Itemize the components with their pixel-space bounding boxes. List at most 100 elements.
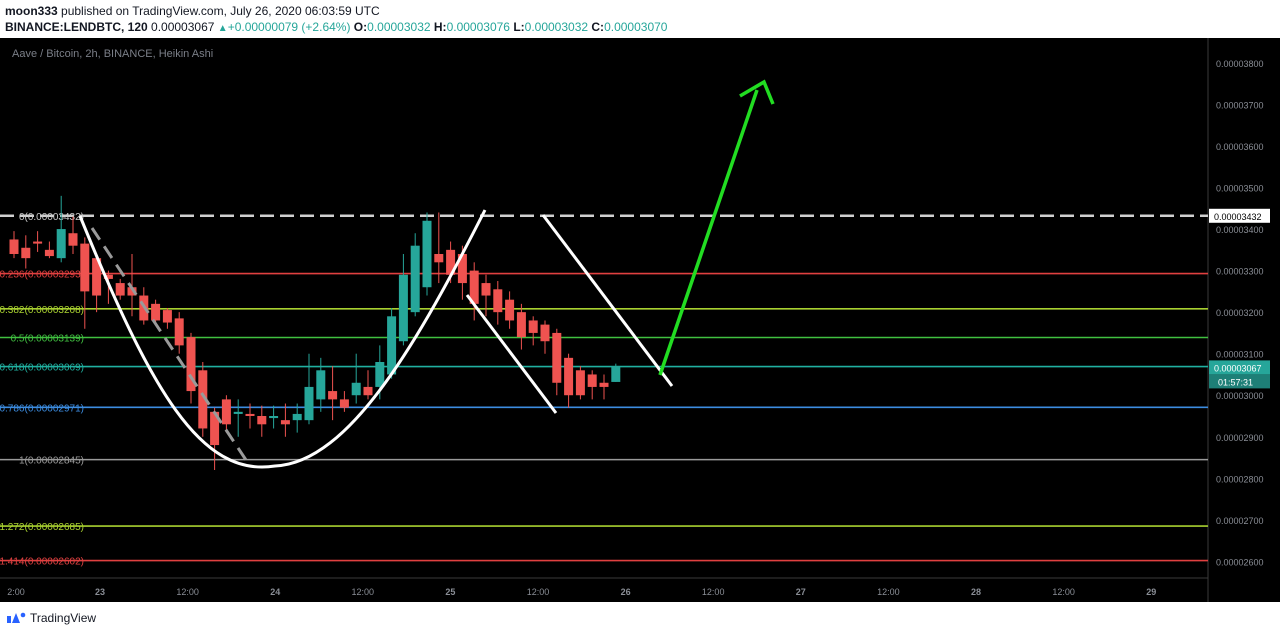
candle-body <box>221 399 231 425</box>
green-arrow-shaft[interactable] <box>658 89 759 376</box>
candle-body <box>245 413 255 416</box>
tradingview-brand[interactable]: TradingView <box>30 611 97 625</box>
candle-body <box>92 258 102 296</box>
candle-body <box>587 374 597 387</box>
price-tick-label: 0.00002800 <box>1216 474 1264 484</box>
close-label: C: <box>591 20 605 34</box>
time-tick-label: 12:00 <box>702 587 725 597</box>
fib-label-8: 1.414(0.00002602) <box>0 557 84 568</box>
candle-body <box>210 411 220 446</box>
fib-label-5: 0.786(0.00002971) <box>0 403 84 414</box>
candle-body <box>351 382 361 396</box>
time-tick-label: 2:00 <box>7 587 25 597</box>
fib-retracement[interactable]: 0(0.00003432) 0.236(0.00003293) 0.382(0.00… <box>0 212 1208 568</box>
candle-body <box>316 370 326 400</box>
candle-body <box>198 370 208 429</box>
candle-body <box>375 362 385 387</box>
price-axis[interactable]: 0.00003800 0.00003700 0.00003600 0.00003500… <box>1209 59 1270 567</box>
up-triangle-icon: ▲ <box>217 23 228 34</box>
price-tick-label: 0.00003100 <box>1216 350 1264 360</box>
candle-body <box>328 391 338 400</box>
time-tick-label: 28 <box>971 587 981 597</box>
last-price: 0.00003067 <box>151 20 215 34</box>
time-axis[interactable]: 2:00 23 12:00 24 12:00 25 12:00 26 12:00 27 12:00 2… <box>7 587 1156 597</box>
time-tick-label: 12:00 <box>352 587 375 597</box>
chart-area[interactable]: Aave / Bitcoin, 2h, BINANCE, Heikin Ashi… <box>0 38 1280 602</box>
chart-title: Aave / Bitcoin, 2h, BINANCE, Heikin Ashi <box>12 48 213 60</box>
chart-svg[interactable]: Aave / Bitcoin, 2h, BINANCE, Heikin Ashi… <box>0 38 1280 602</box>
cup-curve-drawing[interactable] <box>78 209 487 469</box>
author-name[interactable]: moon333 <box>5 4 58 18</box>
candle-body <box>339 399 349 408</box>
candle-body <box>80 243 90 292</box>
fib-label-3: 0.5(0.00003139) <box>11 333 84 344</box>
footer: TradingView <box>0 602 1280 635</box>
drawings[interactable] <box>78 79 775 469</box>
time-tick-label: 12:00 <box>527 587 550 597</box>
candle-body <box>481 283 491 296</box>
publish-line: moon333 published on TradingView.com, Ju… <box>5 4 380 18</box>
channel-lower-line[interactable] <box>465 294 558 414</box>
candle-body <box>257 416 267 425</box>
candle-body <box>174 318 184 346</box>
price-tick-label: 0.00003700 <box>1216 100 1264 110</box>
price-tick-label: 0.00002600 <box>1216 557 1264 567</box>
top-line-price-badge <box>1209 208 1270 223</box>
fib-label-0: 0(0.00003432) <box>19 212 84 223</box>
candle-body <box>21 247 31 259</box>
fib-label-2: 0.382(0.00003208) <box>0 305 84 316</box>
candle-body <box>44 249 54 257</box>
time-tick-label: 12:00 <box>1052 587 1075 597</box>
candle-body <box>363 386 373 396</box>
open-value: 0.00003032 <box>367 20 431 34</box>
channel-upper-line[interactable] <box>541 214 674 387</box>
countdown-label: 01:57:31 <box>1218 377 1253 387</box>
candle-body <box>446 249 456 275</box>
price-axis-background[interactable] <box>1208 38 1280 602</box>
price-tick-label: 0.00002900 <box>1216 433 1264 443</box>
candle-body <box>516 312 526 338</box>
candle-body <box>469 270 479 304</box>
candle-body <box>269 416 279 419</box>
symbol-label[interactable]: BINANCE:LENDBTC, 120 <box>5 20 148 34</box>
candle-body <box>304 386 314 421</box>
chart-header: moon333 published on TradingView.com, Ju… <box>0 0 1280 38</box>
time-tick-label: 24 <box>270 587 280 597</box>
price-tick-label: 0.00002700 <box>1216 516 1264 526</box>
open-label: O: <box>353 20 368 34</box>
candle-body <box>540 324 550 342</box>
candle-body <box>505 299 515 321</box>
candle-body <box>68 233 78 246</box>
time-tick-label: 23 <box>95 587 105 597</box>
candle-body <box>434 254 444 263</box>
price-tick-label: 0.00003300 <box>1216 267 1264 277</box>
candle-body <box>575 370 585 396</box>
close-value: 0.00003070 <box>604 20 668 34</box>
price-tick-label: 0.00003400 <box>1216 225 1264 235</box>
current-price-label: 0.00003067 <box>1214 363 1262 373</box>
tradingview-logo-icon[interactable] <box>6 610 26 624</box>
dashed-trend-drawing[interactable] <box>90 227 252 467</box>
low-label: L: <box>513 20 525 34</box>
published-text: published on TradingView.com, July 26, 2… <box>61 4 380 18</box>
candle-body <box>186 337 196 392</box>
candle-body <box>127 287 137 296</box>
candle-body <box>398 274 408 342</box>
price-tick-label: 0.00003600 <box>1216 142 1264 152</box>
fib-label-6: 1(0.00002845) <box>19 456 84 467</box>
candle-body <box>292 413 302 421</box>
symbol-line: BINANCE:LENDBTC, 120 0.00003067 ▲+0.0000… <box>5 20 667 34</box>
time-tick-label: 27 <box>796 587 806 597</box>
time-tick-label: 12:00 <box>176 587 199 597</box>
fib-label-4: 0.618(0.00003069) <box>0 363 84 374</box>
price-tick-label: 0.00003000 <box>1216 391 1264 401</box>
candle-body <box>56 229 66 259</box>
low-value: 0.00003032 <box>524 20 589 34</box>
candle-body <box>387 316 397 375</box>
candle-body <box>457 254 467 284</box>
candle-body <box>410 245 420 313</box>
candle-body <box>103 274 113 279</box>
green-arrow-head-icon[interactable] <box>739 79 775 105</box>
high-value: 0.00003076 <box>446 20 510 34</box>
top-line-price-label: 0.00003432 <box>1214 212 1262 222</box>
